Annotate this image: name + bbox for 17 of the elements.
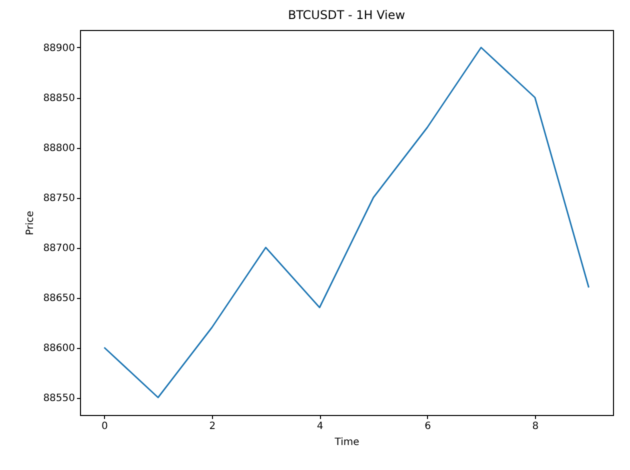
y-tick-label: 88900 xyxy=(43,43,75,54)
chart-title: BTCUSDT - 1H View xyxy=(288,8,406,22)
x-tick-label: 6 xyxy=(424,421,431,432)
x-tick-label: 4 xyxy=(316,421,324,432)
y-tick-label: 88800 xyxy=(43,143,75,154)
x-tick-label: 8 xyxy=(532,421,539,432)
x-tick-label: 2 xyxy=(209,421,216,432)
x-axis-title: Time xyxy=(334,437,360,448)
y-tick-label: 88550 xyxy=(43,393,75,404)
y-axis-title: Price xyxy=(25,210,36,236)
y-tick-label: 88750 xyxy=(43,193,75,204)
y-tick-label: 88600 xyxy=(43,343,75,354)
x-tick-label: 0 xyxy=(102,421,108,432)
line-series xyxy=(103,46,590,398)
y-tick-label: 88700 xyxy=(43,243,75,254)
y-tick-label: 88850 xyxy=(43,93,75,104)
y-tick-label: 88650 xyxy=(43,293,75,304)
